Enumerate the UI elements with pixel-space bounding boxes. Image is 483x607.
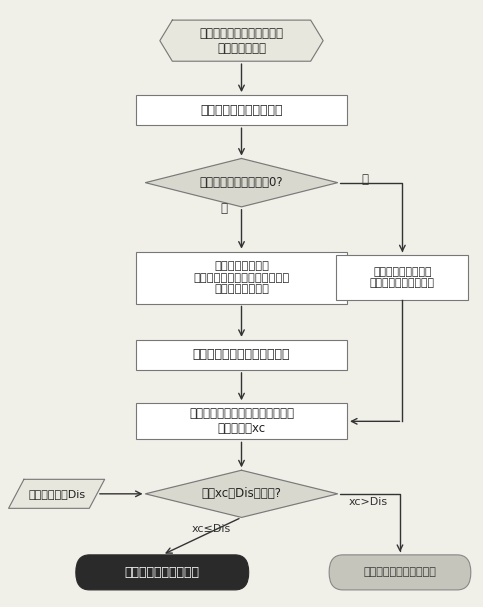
Text: 物体之间存在碰撞危险: 物体之间存在碰撞危险 xyxy=(125,566,200,579)
Text: 物体之间不存在碰撞危险: 物体之间不存在碰撞危险 xyxy=(364,568,437,577)
Text: 已知两个物体在初始时刻的
位置、速度矢量: 已知两个物体在初始时刻的 位置、速度矢量 xyxy=(199,27,284,55)
FancyBboxPatch shape xyxy=(136,251,347,304)
Text: 给定危险距离Dis: 给定危险距离Dis xyxy=(28,489,85,499)
FancyBboxPatch shape xyxy=(136,95,347,125)
Text: xc≤Dis: xc≤Dis xyxy=(192,524,231,534)
FancyBboxPatch shape xyxy=(336,255,469,300)
Text: 计算相对位置和速度矢量: 计算相对位置和速度矢量 xyxy=(200,104,283,117)
Text: 计算交会时刻的相对位置矢量: 计算交会时刻的相对位置矢量 xyxy=(193,348,290,361)
Polygon shape xyxy=(160,20,323,61)
Text: 不存在最小接近距离
相对位置矢量保持不变: 不存在最小接近距离 相对位置矢量保持不变 xyxy=(370,266,435,288)
Polygon shape xyxy=(9,480,105,508)
Text: xc>Dis: xc>Dis xyxy=(348,497,387,507)
Text: 否: 否 xyxy=(220,202,227,214)
FancyBboxPatch shape xyxy=(76,555,249,590)
Text: 存在最小接近距离
计算初始时刻至最接近的时间间
隔，得到交会时刻: 存在最小接近距离 计算初始时刻至最接近的时间间 隔，得到交会时刻 xyxy=(193,261,290,294)
Text: 计算相对位置矢量的大小，得到最
小接近距离xc: 计算相对位置矢量的大小，得到最 小接近距离xc xyxy=(189,407,294,435)
Text: 是: 是 xyxy=(362,172,369,186)
Text: 比较xc和Dis的大小?: 比较xc和Dis的大小? xyxy=(201,487,282,500)
FancyBboxPatch shape xyxy=(136,340,347,370)
Text: 相对速度的大小是否为0?: 相对速度的大小是否为0? xyxy=(199,176,284,189)
FancyBboxPatch shape xyxy=(136,403,347,439)
Polygon shape xyxy=(145,470,338,517)
Polygon shape xyxy=(145,158,338,207)
FancyBboxPatch shape xyxy=(329,555,471,590)
